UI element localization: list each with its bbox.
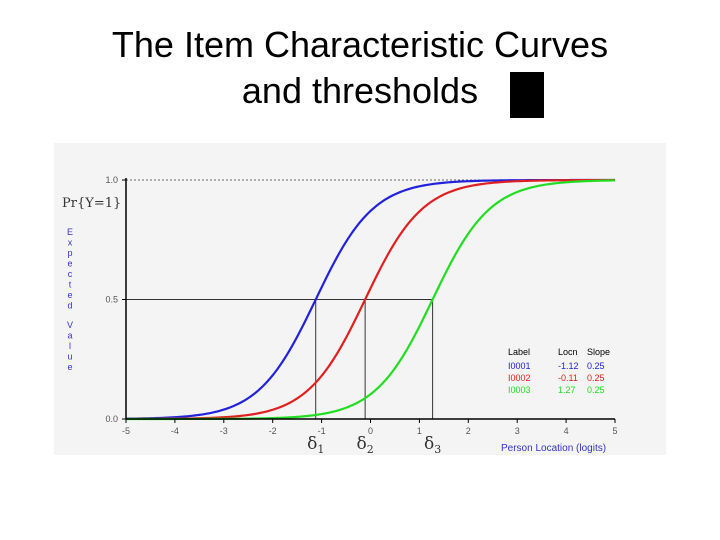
vertical-label-letter: e: [67, 290, 72, 300]
title-line-2: and thresholds: [241, 70, 479, 111]
legend-cell: 0.25: [587, 373, 605, 383]
x-tick-label: -5: [122, 426, 130, 436]
slide-title: The Item Characteristic Curves and thres…: [0, 22, 720, 114]
y-tick-label: 0.0: [105, 414, 118, 424]
threshold-label-2: δ2: [356, 434, 373, 455]
vertical-label-letter: e: [67, 362, 72, 372]
x-axis-label: Person Location (logits): [501, 443, 606, 454]
vertical-label-letter: l: [69, 341, 71, 351]
legend-cell: I0003: [508, 385, 531, 395]
vertical-label-letter: e: [67, 259, 72, 269]
x-tick-label: 3: [515, 426, 520, 436]
vertical-label-letter: a: [67, 331, 72, 341]
threshold-label-3: δ3: [424, 434, 441, 455]
x-tick-label: 4: [564, 426, 569, 436]
legend-cell: 0.25: [587, 385, 605, 395]
x-tick-label: 1: [417, 426, 422, 436]
y-tick-label: 1.0: [105, 175, 118, 185]
legend-cell: -1.12: [558, 361, 579, 371]
legend-header: Slope: [587, 347, 610, 357]
legend-cell: -0.11: [558, 373, 578, 383]
vertical-label-letter: x: [68, 238, 73, 248]
legend-cell: I0002: [508, 373, 531, 383]
legend-cell: I0001: [508, 361, 531, 371]
y-tick-label: 0.5: [105, 295, 118, 305]
vertical-label-letter: t: [69, 280, 72, 290]
title-line-1: The Item Characteristic Curves: [111, 24, 609, 65]
vertical-label-letter: E: [67, 227, 73, 237]
vertical-label-letter: d: [67, 301, 72, 311]
x-tick-label: 5: [612, 426, 617, 436]
x-tick-label: -4: [171, 426, 179, 436]
vertical-label-letter: V: [67, 320, 73, 330]
y-axis-top-label: Pr{Y=1}: [62, 196, 121, 211]
x-tick-label: -2: [269, 426, 277, 436]
x-tick-label: -3: [220, 426, 228, 436]
legend-cell: 0.25: [587, 361, 605, 371]
x-tick-label: -1: [318, 426, 326, 436]
vertical-label-letter: c: [68, 269, 73, 279]
vertical-label-letter: p: [67, 248, 72, 258]
vertical-label-letter: u: [67, 352, 72, 362]
threshold-label-1: δ1: [307, 434, 324, 455]
x-tick-label: 2: [466, 426, 471, 436]
legend-cell: 1.27: [558, 385, 576, 395]
black-block: [510, 72, 544, 118]
legend: Label Locn Slope I0001 -1.12 0.25 I0002 -0.11 0.…: [508, 347, 610, 395]
legend-header: Locn: [558, 347, 578, 357]
x-tick-label: 0: [368, 426, 373, 436]
legend-header: Label: [508, 347, 530, 357]
